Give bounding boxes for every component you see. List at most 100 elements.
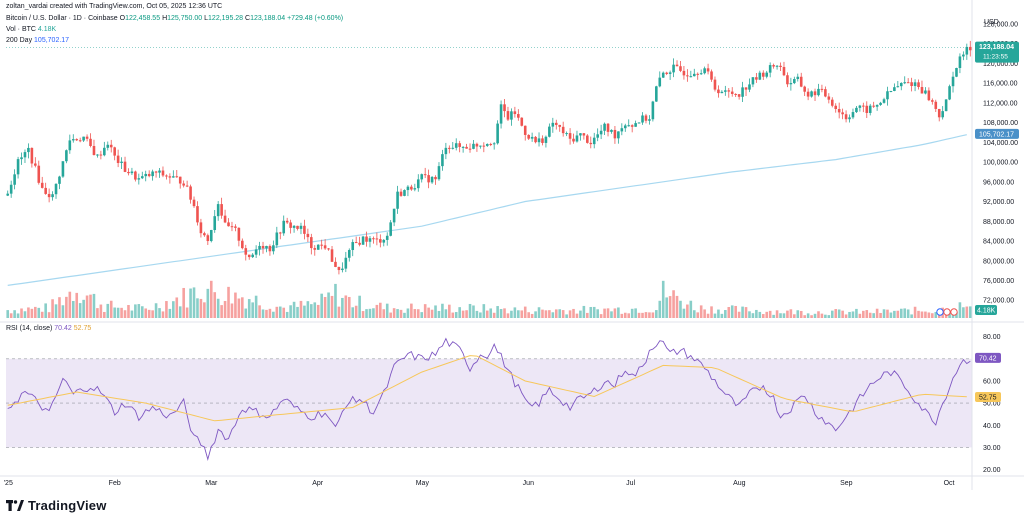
candle-body: [379, 239, 382, 243]
candle-body: [951, 76, 955, 87]
volume-bar: [554, 309, 558, 318]
volume-bar: [71, 300, 75, 318]
event-icon: [950, 308, 958, 316]
candle-body: [492, 143, 496, 145]
candle-body: [382, 239, 386, 243]
candle-body: [292, 225, 296, 228]
volume-bar: [241, 297, 244, 318]
candle-body: [799, 76, 803, 87]
rsi-tick-label: 80.00: [983, 334, 1001, 341]
candle-body: [9, 184, 13, 194]
volume-bar: [734, 305, 737, 318]
candle-body: [82, 136, 85, 141]
candle-body: [661, 72, 665, 78]
volume-bar: [61, 305, 65, 318]
candle-body: [368, 238, 372, 242]
volume-bar: [151, 310, 154, 318]
candle-body: [893, 87, 896, 91]
candle-body: [592, 137, 596, 145]
volume-bar: [720, 313, 724, 318]
volume-bar: [58, 297, 61, 318]
candle-body: [872, 105, 875, 107]
volume-bar: [37, 307, 41, 318]
candle-body: [330, 249, 334, 262]
volume-bar: [548, 310, 551, 318]
candle-body: [268, 245, 272, 252]
volume-bar: [192, 287, 196, 318]
candle-body: [641, 115, 644, 123]
price-tick-label: 100,000.00: [983, 160, 1018, 167]
volume-bar: [158, 308, 161, 318]
volume-bar: [437, 310, 441, 318]
candle-body: [865, 105, 869, 113]
candle-body: [134, 171, 137, 180]
candle-body: [230, 226, 234, 228]
volume-bar: [658, 300, 662, 318]
volume-bar: [858, 313, 862, 318]
event-icon: [936, 308, 944, 316]
volume-bar: [30, 308, 34, 318]
volume-bar: [78, 303, 82, 318]
volume-bar: [824, 314, 827, 318]
candle-body: [848, 117, 851, 120]
volume-bar: [799, 310, 803, 318]
volume-bar: [351, 307, 355, 318]
candle-body: [341, 268, 344, 271]
volume-bar: [175, 297, 179, 318]
volume-bar: [879, 312, 882, 318]
volume-bar: [834, 309, 838, 318]
volume-bar: [244, 308, 248, 318]
volume-bar: [675, 295, 679, 318]
candle-body: [551, 122, 555, 127]
volume-bar: [75, 292, 79, 318]
candle-body: [561, 126, 565, 134]
volume-bar: [316, 304, 320, 318]
volume-bar: [544, 310, 548, 318]
volume-bar: [775, 310, 779, 318]
volume-bar: [199, 298, 203, 318]
candle-body: [644, 115, 648, 121]
volume-bar: [485, 310, 489, 318]
volume-bar: [451, 312, 455, 318]
candle-body: [965, 46, 969, 55]
candle-body: [151, 171, 154, 177]
volume-bar: [320, 293, 323, 318]
volume-bar: [468, 303, 472, 318]
tradingview-logo: TradingView: [6, 498, 107, 513]
candle-body: [962, 54, 965, 57]
candle-body: [851, 112, 855, 118]
volume-bar: [730, 305, 734, 318]
candle-body: [89, 138, 92, 147]
volume-bar: [127, 305, 130, 318]
candle-body: [392, 208, 396, 223]
volume-bar: [475, 310, 479, 318]
volume-bar: [310, 304, 313, 318]
volume-bar: [558, 309, 562, 318]
volume-bar: [737, 311, 741, 318]
candle-body: [637, 122, 641, 124]
candle-body: [365, 236, 368, 242]
candle-body: [299, 225, 303, 229]
volume-bar: [20, 308, 23, 318]
volume-bar: [672, 290, 675, 318]
volume-bar: [924, 311, 927, 318]
candle-body: [306, 233, 310, 238]
volume-bar: [272, 311, 275, 318]
volume-bar: [623, 312, 627, 318]
volume-bar: [430, 309, 434, 318]
candle-body: [189, 186, 192, 200]
volume-bar: [268, 308, 272, 318]
volume-bar: [120, 307, 123, 318]
candle-body: [586, 135, 589, 143]
volume-bar: [630, 308, 634, 318]
volume-bar: [851, 311, 855, 318]
volume-bar: [599, 314, 603, 318]
volume-bar: [489, 308, 493, 318]
ohlc-change: +729.48 (+0.60%): [287, 15, 344, 22]
candle-body: [265, 245, 268, 249]
volume-bar: [841, 310, 844, 318]
candle-body: [530, 136, 534, 139]
volume-bar: [789, 309, 793, 318]
